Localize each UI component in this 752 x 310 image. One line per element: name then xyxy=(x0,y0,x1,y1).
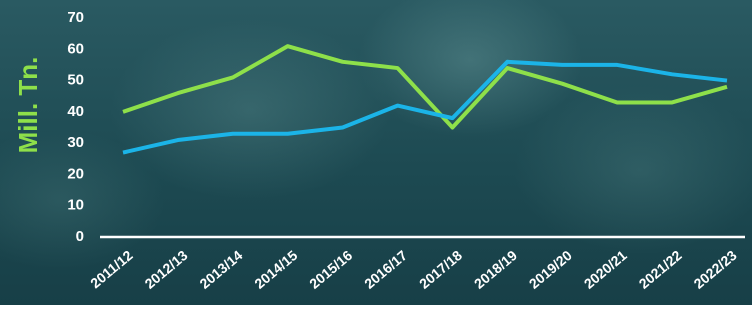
y-tick-label: 50 xyxy=(67,72,84,89)
x-tick-label: 2011/12 xyxy=(87,247,136,291)
x-tick-label: 2012/13 xyxy=(141,247,190,292)
y-axis-label: Mill. Tn. xyxy=(13,57,43,154)
x-tick-label: 2015/16 xyxy=(306,247,355,292)
chart: Mill. Tn. 0102030405060702011/122012/132… xyxy=(0,0,752,305)
x-tick-label: 2018/19 xyxy=(471,247,520,292)
x-tick-label: 2013/14 xyxy=(196,247,245,292)
x-tick-label: 2019/20 xyxy=(526,247,575,292)
y-tick-label: 20 xyxy=(67,165,84,182)
x-tick-label: 2017/18 xyxy=(416,247,465,292)
y-tick-label: 30 xyxy=(67,134,84,151)
series-line xyxy=(123,62,727,153)
y-tick-label: 60 xyxy=(67,40,84,57)
y-tick-label: 40 xyxy=(67,103,84,120)
x-tick-label: 2014/15 xyxy=(251,247,300,292)
x-tick-label: 2020/21 xyxy=(581,247,630,292)
chart-container: Mill. Tn. 0102030405060702011/122012/132… xyxy=(0,0,752,305)
y-tick-label: 0 xyxy=(76,228,84,245)
x-tick-label: 2016/17 xyxy=(361,247,410,292)
x-tick-label: 2022/23 xyxy=(691,247,740,292)
x-tick-label: 2021/22 xyxy=(636,247,685,292)
y-tick-label: 70 xyxy=(67,9,84,26)
y-tick-label: 10 xyxy=(67,197,84,214)
series-line xyxy=(123,46,727,127)
